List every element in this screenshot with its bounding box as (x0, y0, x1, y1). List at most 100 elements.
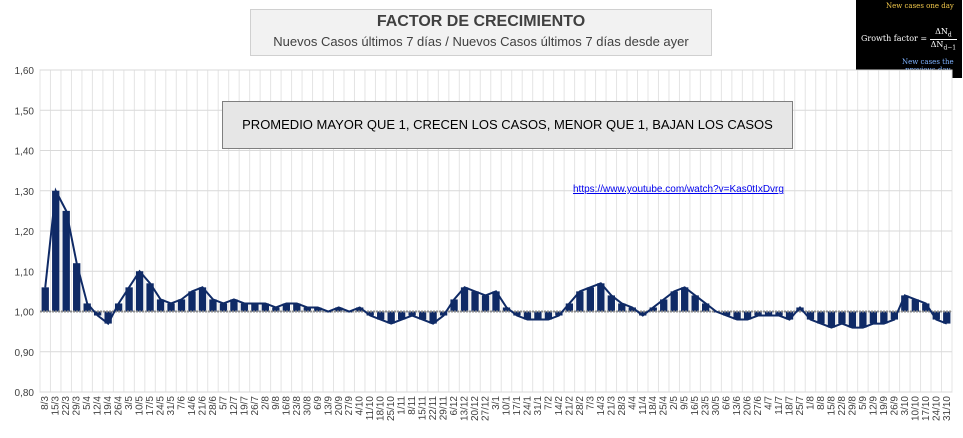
bar (114, 303, 123, 312)
x-tick-label: 19/9 (879, 396, 890, 416)
title-box: FACTOR DE CRECIMIENTO Nuevos Casos últim… (250, 9, 712, 56)
bar (670, 291, 678, 312)
bar (62, 210, 70, 312)
bar (282, 303, 291, 312)
chart-subtitle: Nuevos Casos últimos 7 días / Nuevos Cas… (273, 34, 689, 49)
y-tick-label: 1,10 (15, 267, 35, 278)
bar (188, 291, 196, 312)
bar (628, 307, 636, 312)
bar (314, 307, 322, 312)
x-tick-label: 5/4 (82, 396, 93, 410)
bar (754, 311, 762, 316)
bar (492, 291, 500, 312)
bar (597, 283, 605, 312)
x-tick-label: 17/1 (512, 396, 523, 416)
bar (41, 287, 49, 312)
bar (827, 311, 836, 328)
bar (607, 295, 615, 312)
bar (439, 311, 448, 316)
bar (586, 287, 595, 312)
bar (943, 311, 951, 324)
bar (565, 303, 574, 312)
bar (502, 307, 511, 312)
bar (722, 311, 731, 316)
x-tick-label: 21/2 (564, 396, 575, 416)
x-tick-label: 31/5 (166, 396, 177, 416)
bar (681, 287, 689, 312)
bar (523, 311, 532, 320)
x-tick-label: 28/3 (617, 396, 628, 416)
x-tick-label: 21/6 (197, 396, 208, 416)
bar (293, 303, 301, 312)
bar (167, 303, 175, 312)
bar (701, 303, 710, 312)
bar (356, 307, 364, 312)
x-tick-label: 6/12 (449, 396, 460, 416)
bar (534, 311, 542, 320)
x-tick-label: 6/9 (313, 396, 324, 410)
bar (125, 287, 133, 312)
bar (303, 307, 311, 312)
x-tick-label: 29/3 (72, 396, 83, 416)
x-tick-label: 8/8 (816, 396, 827, 410)
bar (460, 287, 469, 312)
x-tick-label: 13/9 (323, 396, 334, 416)
x-tick-label: 26/4 (114, 396, 125, 416)
formula-lhs: Growth factor = (861, 34, 928, 44)
x-tick-label: 15/8 (826, 396, 837, 416)
x-tick-label: 24/10 (931, 396, 942, 421)
bar (544, 311, 553, 320)
x-tick-label: 18/10 (376, 396, 387, 421)
bar (387, 311, 395, 324)
bar (513, 311, 521, 316)
x-tick-label: 17/10 (921, 396, 932, 421)
x-tick-label: 8/11 (407, 396, 418, 415)
bar (335, 307, 343, 312)
bar (146, 283, 154, 312)
x-tick-label: 5/7 (218, 396, 229, 410)
x-tick-label: 26/7 (250, 396, 261, 416)
y-tick-label: 1,40 (15, 147, 35, 158)
series-line (44, 187, 948, 329)
bar (219, 303, 228, 312)
formula-top-label: New cases one day (886, 2, 954, 10)
bar (806, 311, 815, 320)
x-tick-label: 4/7 (764, 396, 775, 410)
x-tick-label: 15/11 (418, 396, 429, 421)
x-tick-label: 21/3 (606, 396, 617, 416)
x-tick-label: 3/1 (491, 396, 502, 410)
x-tick-label: 25/7 (795, 396, 806, 416)
x-tick-label: 19/4 (103, 396, 114, 416)
x-tick-label: 16/8 (281, 396, 292, 416)
x-tick-label: 19/7 (239, 396, 250, 416)
bar (911, 299, 919, 312)
x-tick-label: 10/1 (501, 396, 512, 416)
annotation-box: PROMEDIO MAYOR QUE 1, CRECEN LOS CASOS, … (222, 101, 793, 149)
bar (104, 311, 112, 324)
x-tick-label: 3/10 (900, 396, 911, 416)
x-tick-label: 13/12 (460, 396, 471, 421)
x-tick-label: 22/3 (61, 396, 72, 416)
y-tick-label: 1,50 (15, 106, 35, 117)
x-tick-label: 5/9 (858, 396, 869, 410)
bar (785, 311, 794, 320)
bar (576, 291, 584, 312)
x-tick-label: 12/9 (868, 396, 879, 416)
x-tick-label: 20/6 (743, 396, 754, 416)
x-tick-label: 1/8 (805, 396, 816, 410)
y-tick-label: 1,60 (15, 66, 35, 77)
bar (230, 299, 238, 312)
bar (869, 311, 878, 324)
x-tick-label: 31/1 (533, 396, 544, 416)
youtube-link[interactable]: https://www.youtube.com/watch?v=Kas0tIxD… (573, 184, 784, 195)
bar (481, 295, 490, 312)
x-tick-label: 7/3 (585, 396, 596, 410)
x-tick-label: 9/5 (680, 396, 691, 410)
y-tick-label: 0,80 (15, 388, 35, 399)
y-tick-label: 1,00 (15, 308, 35, 319)
bar (743, 311, 752, 320)
bar (922, 303, 930, 312)
x-tick-label: 23/8 (292, 396, 303, 416)
x-tick-label: 20/9 (334, 396, 345, 416)
formula-numerator: ΔNd (929, 27, 958, 40)
